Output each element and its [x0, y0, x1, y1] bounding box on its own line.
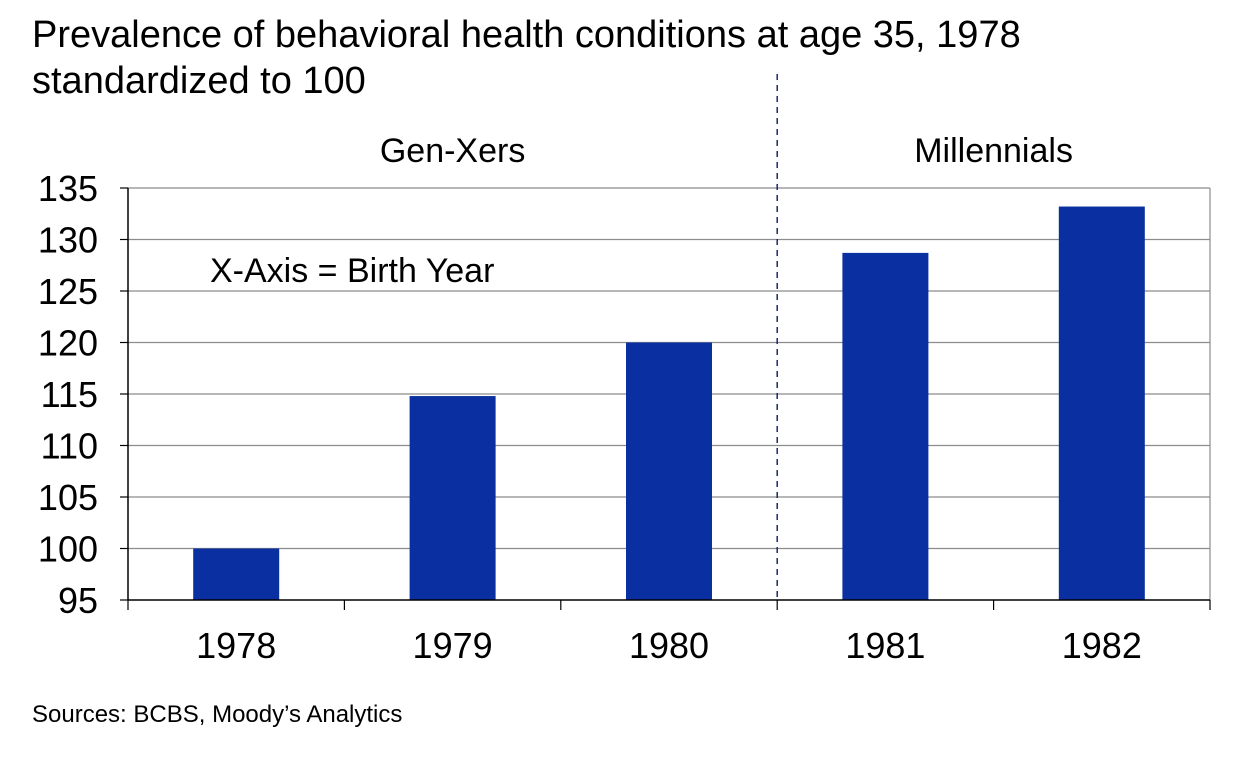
y-tick-label: 105	[38, 477, 98, 518]
group-label-1: Millennials	[914, 132, 1073, 170]
chart-title: Prevalence of behavioral health conditio…	[32, 12, 1021, 104]
group-label-0: Gen-Xers	[380, 132, 526, 170]
y-tick-label: 130	[38, 220, 98, 261]
y-tick-label: 135	[38, 168, 98, 209]
x-tick-label: 1980	[629, 625, 709, 666]
bar-1978	[193, 548, 280, 600]
bar-1982	[1058, 206, 1145, 601]
chart-title-line: Prevalence of behavioral health conditio…	[32, 14, 1021, 56]
y-tick-label: 95	[58, 580, 98, 621]
bar-1980	[626, 342, 712, 600]
y-tick-label: 125	[38, 271, 98, 312]
y-tick-label: 100	[38, 529, 98, 570]
chart-subtitle: standardized to 100	[32, 60, 366, 102]
x-tick-label: 1981	[845, 625, 925, 666]
axes	[120, 74, 1211, 610]
x-tick-label: 1982	[1062, 625, 1142, 666]
y-tick-label: 110	[41, 426, 98, 467]
bar-1979	[409, 396, 496, 600]
x-tick-label: 1978	[196, 625, 276, 666]
x-tick-label: 1979	[413, 625, 493, 666]
x-axis-annotation: X-Axis = Birth Year	[210, 252, 494, 290]
y-tick-label: 120	[38, 323, 98, 364]
y-tick-label: 115	[41, 374, 98, 415]
bar-1981	[842, 252, 929, 600]
source-note: Sources: BCBS, Moody’s Analytics	[32, 701, 403, 728]
bars	[193, 206, 1145, 601]
labels: 95 100 105 110 115 120 125 130 135 1978 1979 1980 19…	[38, 132, 1142, 666]
bar-chart: 95 100 105 110 115 120 125 130 135 1978 1979 1980 19…	[38, 74, 1211, 666]
